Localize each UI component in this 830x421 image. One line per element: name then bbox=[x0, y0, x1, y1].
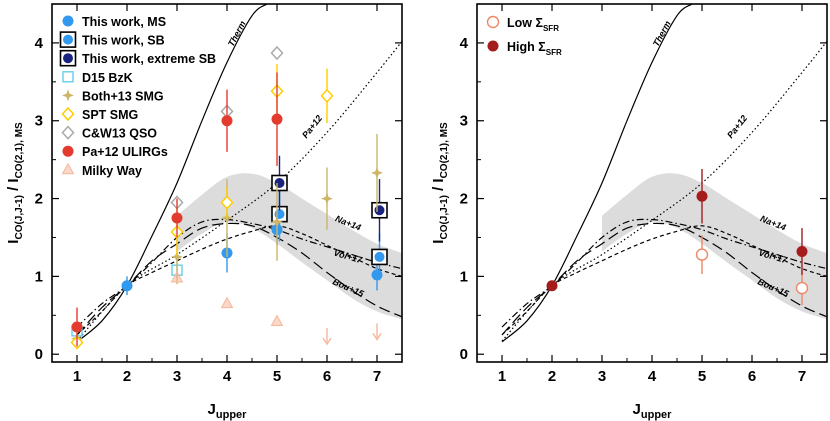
right-legend: Low ΣSFR High ΣSFR bbox=[486, 15, 562, 57]
right-low-sfr-point bbox=[695, 248, 709, 261]
left-legend-marker-2-dot bbox=[63, 53, 73, 64]
left-milky-way-point bbox=[270, 314, 284, 327]
left-pa-12-ulirgs-point bbox=[221, 115, 233, 127]
left-y-tick-label: 2 bbox=[35, 191, 43, 208]
left-model-label-pa-12: Pa+12 bbox=[300, 113, 324, 140]
left-legend-label-6: C&W13 QSO bbox=[82, 127, 157, 141]
right-model-band bbox=[602, 173, 827, 320]
left-pa-12-ulirgs-point bbox=[171, 212, 183, 224]
left-legend-marker-0 bbox=[62, 15, 74, 27]
right-high-sfr-point bbox=[696, 190, 708, 202]
left-x-tick-label: 2 bbox=[123, 368, 131, 385]
left-legend-label-3: D15 BzK bbox=[82, 71, 133, 85]
left-this-work-sb-point bbox=[371, 248, 388, 266]
left-y-tick-label: 3 bbox=[35, 113, 43, 130]
left-milky-way-point bbox=[372, 323, 382, 341]
left-x-axis-label: Jupper bbox=[208, 401, 248, 421]
left-x-tick-label: 7 bbox=[373, 368, 381, 385]
left-x-tick-label: 5 bbox=[273, 368, 281, 385]
left-this-work-extreme-sb-point-dot bbox=[374, 205, 385, 216]
left-x-tick-label: 6 bbox=[323, 368, 331, 385]
left-x-tick-label: 4 bbox=[223, 368, 232, 385]
right-y-axis-label: ICO(J,J-1) / ICO(2,1), MS bbox=[430, 122, 450, 244]
right-y-tick-label: 1 bbox=[460, 268, 468, 285]
left-this-work-ms-point bbox=[121, 280, 133, 292]
left-model-line-pa-12 bbox=[76, 41, 402, 342]
left-model-line-therm bbox=[76, 4, 268, 343]
left-legend-marker-2 bbox=[59, 49, 77, 67]
left-legend-label-7: Pa+12 ULIRGs bbox=[82, 145, 168, 159]
left-this-work-extreme-sb-point bbox=[371, 201, 388, 219]
left-legend: This work, MS This work, SB This work, ext… bbox=[59, 15, 216, 178]
right-x-tick-label: 3 bbox=[598, 368, 606, 385]
right-y-tick-label: 4 bbox=[460, 35, 469, 52]
left-legend-label-5: SPT SMG bbox=[82, 108, 138, 122]
right-legend-label-1: High ΣSFR bbox=[507, 40, 562, 57]
right-model-label-therm: Therm bbox=[651, 19, 673, 48]
right-low-sfr-point bbox=[795, 281, 809, 295]
right-x-tick-label: 2 bbox=[548, 368, 556, 385]
left-both-13-smg-point bbox=[271, 215, 283, 228]
left-legend-label-0: This work, MS bbox=[82, 15, 166, 29]
left-legend-marker-6 bbox=[61, 125, 75, 140]
left-milky-way-point bbox=[170, 270, 184, 283]
left-legend-marker-4 bbox=[62, 89, 74, 102]
right-high-sfr-point bbox=[796, 245, 808, 257]
left-this-work-ms-point bbox=[371, 269, 383, 281]
left-y-tick-label: 1 bbox=[35, 268, 43, 285]
left-both-13-smg-point bbox=[371, 166, 383, 179]
left-both-13-smg-point bbox=[321, 192, 333, 205]
left-y-tick-label: 0 bbox=[35, 346, 43, 363]
left-milky-way-point-head bbox=[322, 337, 332, 346]
right-legend-label-0: Low ΣSFR bbox=[507, 16, 559, 33]
left-legend-marker-3 bbox=[62, 71, 74, 83]
left-legend-label-1: This work, SB bbox=[82, 34, 165, 48]
right-model-label-pa-12: Pa+12 bbox=[725, 113, 749, 140]
left-x-tick-label: 3 bbox=[173, 368, 181, 385]
right-x-tick-label: 5 bbox=[698, 368, 706, 385]
right-y-tick-label: 0 bbox=[460, 346, 468, 363]
left-legend-marker-8 bbox=[61, 162, 75, 175]
left-both-13-smg-point bbox=[171, 250, 183, 263]
right-model-line-pa-12 bbox=[501, 41, 827, 342]
left-legend-marker-1 bbox=[59, 31, 77, 48]
left-legend-marker-7 bbox=[62, 145, 74, 157]
left-pa-12-ulirgs-point bbox=[271, 113, 283, 125]
right-x-tick-label: 6 bbox=[748, 368, 756, 385]
left-model-band bbox=[177, 173, 402, 320]
right-x-tick-label: 7 bbox=[798, 368, 806, 385]
right-x-axis-label: Jupper bbox=[633, 401, 673, 421]
left-milky-way-point bbox=[322, 328, 332, 346]
right-high-sfr-point bbox=[546, 280, 558, 292]
left-legend-label-2: This work, extreme SB bbox=[82, 52, 216, 66]
right-y-tick-label: 2 bbox=[460, 191, 468, 208]
left-milky-way-point bbox=[220, 296, 234, 309]
left-legend-marker-1-dot bbox=[63, 34, 73, 45]
right-model-line-therm bbox=[501, 4, 693, 343]
right-x-tick-label: 1 bbox=[498, 368, 506, 385]
right-legend-marker-0 bbox=[486, 15, 500, 29]
left-y-tick-label: 4 bbox=[35, 35, 44, 52]
right-y-tick-label: 3 bbox=[460, 113, 468, 130]
left-legend-marker-5 bbox=[61, 106, 75, 122]
left-this-work-extreme-sb-point-dot bbox=[274, 178, 285, 188]
left-this-work-sb-point-dot bbox=[274, 209, 285, 220]
left-pa-12-ulirgs-point bbox=[71, 321, 83, 333]
left-model-label-therm: Therm bbox=[226, 19, 248, 48]
left-this-work-extreme-sb-point bbox=[271, 174, 288, 192]
left-x-tick-label: 1 bbox=[73, 368, 81, 385]
left-this-work-sb-point-dot bbox=[374, 251, 385, 262]
left-legend-label-8: Milky Way bbox=[82, 164, 142, 178]
left-c-w13-qso-point bbox=[270, 45, 284, 61]
right-x-tick-label: 4 bbox=[648, 368, 657, 385]
left-spt-smg-point bbox=[320, 88, 334, 103]
left-legend-label-4: Both+13 SMG bbox=[82, 89, 164, 103]
right-legend-marker-1 bbox=[487, 40, 499, 52]
left-y-axis-label: ICO(J,J-1) / ICO(2,1), MS bbox=[5, 122, 25, 244]
left-milky-way-point-head bbox=[372, 333, 382, 341]
left-spt-smg-point bbox=[220, 195, 234, 210]
